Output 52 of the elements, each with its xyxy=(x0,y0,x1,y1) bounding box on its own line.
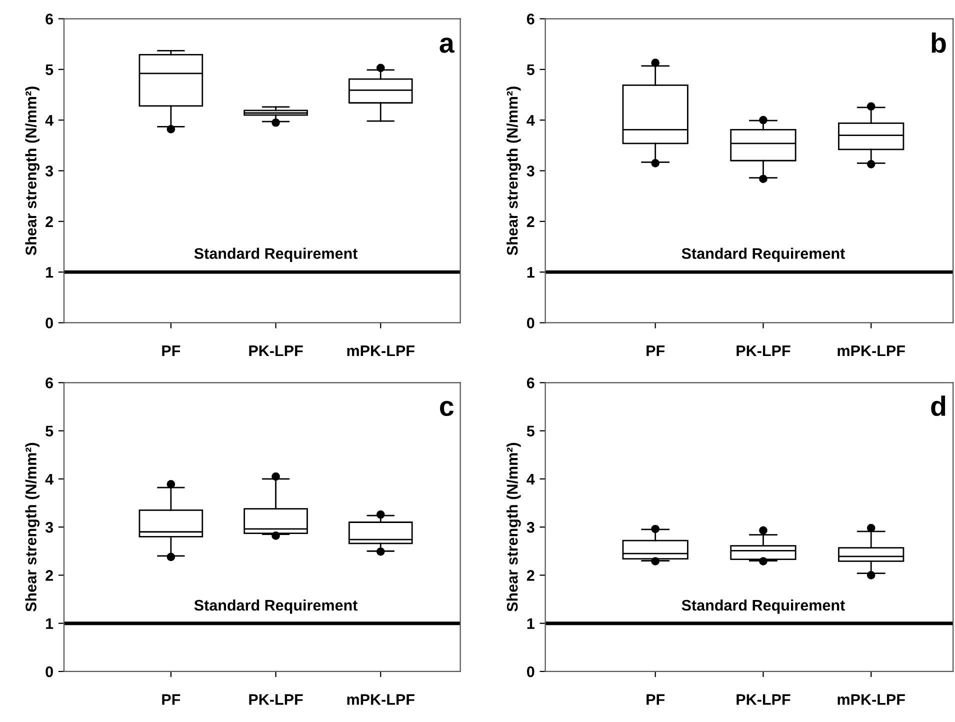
y-tick-label: 4 xyxy=(526,115,535,126)
y-tick-label: 1 xyxy=(46,267,54,278)
annotation: b xyxy=(932,32,946,53)
x-tick-label: PF xyxy=(646,694,665,705)
y-tick-label: 0 xyxy=(526,666,534,678)
y-tick-label: 5 xyxy=(526,426,534,436)
x-tick-label: PF xyxy=(162,694,180,705)
y-tick-label: 3 xyxy=(526,166,534,176)
y-axis-title: Shear strength (N/mm²) xyxy=(25,86,40,256)
y-tick-label: 0 xyxy=(46,318,53,328)
x-tick-label: PK-LPF xyxy=(249,694,303,705)
x-tick-label: mPK-LPF xyxy=(838,346,905,356)
ref-line-label: Standard Requirement xyxy=(194,248,358,262)
y-tick-label: 6 xyxy=(526,14,534,24)
x-tick-label: mPK-LPF xyxy=(347,694,414,705)
x-tick-label: PF xyxy=(162,346,180,356)
y-tick-label: 5 xyxy=(46,64,54,76)
y-tick-label: 4 xyxy=(526,474,535,484)
y-tick-label: 3 xyxy=(45,522,54,533)
y-tick-label: 6 xyxy=(46,378,54,388)
y-tick-label: 0 xyxy=(526,318,534,328)
y-axis-title: Shear strength (N/mm²) xyxy=(506,86,521,256)
x-tick-label: PK-LPF xyxy=(249,346,303,356)
y-tick-label: 6 xyxy=(526,378,534,388)
x-tick-label: mPK-LPF xyxy=(838,694,905,705)
y-tick-label: 2 xyxy=(526,570,534,581)
y-tick-label: 1 xyxy=(527,618,534,629)
y-tick-label: 5 xyxy=(46,426,54,436)
y-tick-label: 1 xyxy=(527,267,534,278)
ref-line-label: Standard Requirement xyxy=(194,599,358,614)
y-tick-label: 2 xyxy=(46,570,53,581)
x-tick-label: PK-LPF xyxy=(736,694,790,705)
y-tick-label: 2 xyxy=(526,216,534,227)
y-tick-label: 3 xyxy=(45,166,54,176)
y-tick-label: 1 xyxy=(46,618,54,629)
x-tick-label: mPK-LPF xyxy=(347,346,414,356)
y-tick-label: 4 xyxy=(45,474,54,484)
y-axis-title: Shear strength (N/mm²) xyxy=(25,442,40,612)
y-tick-label: 6 xyxy=(46,14,54,24)
annotation: d xyxy=(931,396,946,416)
annotation: c xyxy=(440,400,454,416)
y-tick-label: 2 xyxy=(46,216,53,227)
x-tick-label: PK-LPF xyxy=(736,346,790,356)
y-tick-label: 3 xyxy=(526,522,534,533)
y-tick-label: 5 xyxy=(526,64,534,76)
y-tick-label: 4 xyxy=(45,115,54,126)
ref-line-label: Standard Requirement xyxy=(682,248,845,262)
y-axis-title: Shear strength (N/mm²) xyxy=(506,442,521,612)
ref-line-label: Standard Requirement xyxy=(682,599,845,614)
y-tick-label: 0 xyxy=(46,666,53,678)
annotation: a xyxy=(440,38,455,53)
x-tick-label: PF xyxy=(646,346,665,356)
